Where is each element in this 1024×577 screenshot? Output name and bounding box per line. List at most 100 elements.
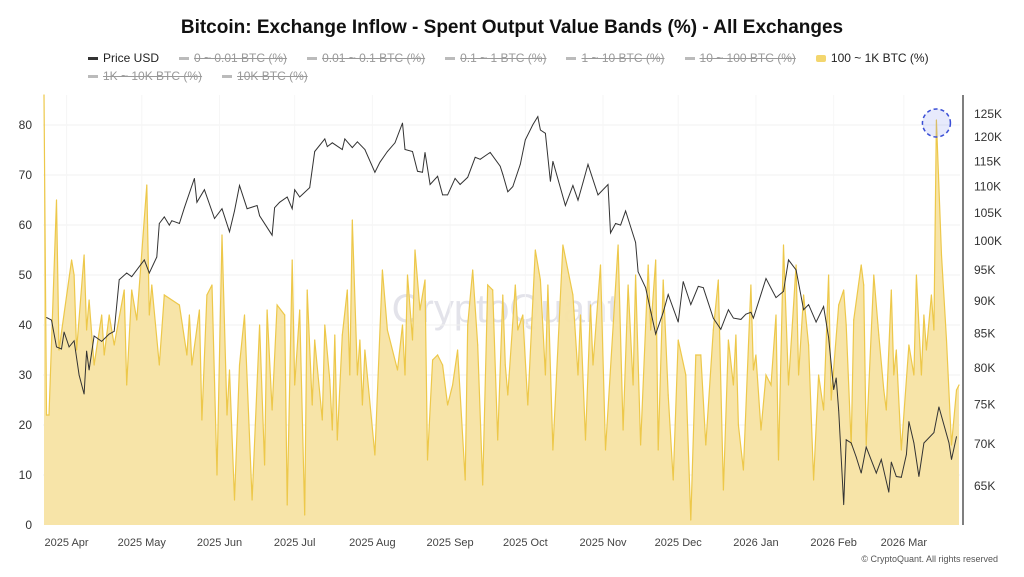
price-point	[702, 287, 704, 289]
price-point	[610, 232, 611, 234]
price-point	[865, 446, 867, 448]
data-point	[712, 329, 714, 331]
legend-item-10k-btc[interactable]: 10K BTC (%)	[222, 68, 308, 84]
price-point	[374, 171, 376, 173]
data-point	[752, 369, 755, 371]
data-point	[131, 289, 133, 291]
x-tick-label: 2025 Dec	[655, 537, 703, 549]
price-point	[845, 439, 847, 441]
price-point	[923, 442, 925, 444]
price-point	[479, 158, 481, 160]
data-point	[507, 394, 509, 396]
data-point	[83, 254, 85, 256]
price-point	[422, 171, 423, 173]
data-point	[356, 374, 358, 376]
price-point	[635, 242, 637, 243]
legend-item-10-100-btc[interactable]: 10 ~ 100 BTC (%)	[684, 50, 796, 66]
price-point	[577, 199, 579, 201]
data-point	[472, 269, 474, 271]
data-point	[436, 354, 439, 356]
data-point	[755, 354, 757, 356]
price-point	[447, 194, 449, 196]
legend-item-0.01-0.1-btc[interactable]: 0.01 ~ 0.1 BTC (%)	[307, 50, 425, 66]
data-point	[690, 519, 692, 521]
data-point	[547, 284, 549, 286]
legend-item-1-10-btc[interactable]: 1 ~ 10 BTC (%)	[566, 50, 665, 66]
price-point	[507, 191, 509, 193]
x-tick-label: 2026 Feb	[810, 537, 856, 549]
price-point	[745, 313, 747, 315]
price-point	[565, 205, 566, 206]
data-point	[818, 374, 820, 376]
price-point	[93, 335, 95, 337]
data-point	[657, 449, 659, 451]
y-left-tick-label: 0	[25, 518, 32, 532]
y-right-tick-label: 80K	[974, 361, 995, 375]
data-point	[935, 119, 938, 121]
data-point	[950, 444, 953, 446]
data-point	[777, 459, 780, 461]
price-point	[552, 160, 554, 162]
data-point	[211, 284, 213, 286]
data-point	[958, 384, 960, 386]
y-right-tick-label: 100K	[974, 234, 1002, 248]
data-point	[186, 354, 188, 356]
price-point	[246, 208, 248, 210]
price-point	[913, 442, 915, 444]
data-point	[329, 379, 331, 381]
price-point	[607, 184, 609, 185]
data-point	[43, 94, 45, 96]
x-tick-label: 2025 Jun	[197, 537, 242, 549]
price-point	[239, 185, 240, 186]
price-point	[183, 207, 185, 209]
legend-item-0.1-1-btc[interactable]: 0.1 ~ 1 BTC (%)	[445, 50, 546, 66]
data-point	[374, 454, 376, 456]
legend-item-price-usd[interactable]: Price USD	[88, 50, 159, 66]
data-point	[622, 429, 624, 431]
legend-item-100-1k-btc[interactable]: 100 ~ 1K BTC (%)	[815, 50, 929, 66]
data-point	[151, 284, 153, 286]
data-point	[406, 274, 409, 276]
data-point	[70, 259, 73, 261]
data-point	[146, 184, 148, 186]
price-point	[68, 346, 70, 348]
price-point	[178, 223, 180, 224]
price-point	[532, 124, 534, 126]
data-point	[351, 219, 353, 221]
price-point	[204, 189, 205, 191]
price-point	[88, 369, 90, 371]
data-point	[464, 479, 466, 481]
price-point	[379, 161, 381, 163]
price-point	[309, 187, 311, 189]
data-point	[126, 384, 128, 386]
price-point	[286, 196, 288, 198]
price-point	[394, 142, 396, 144]
price-point	[234, 210, 235, 212]
legend-label: 1K ~ 10K BTC (%)	[103, 69, 203, 83]
data-point	[386, 329, 389, 331]
data-point	[136, 319, 138, 321]
legend-item-0-0.01-btc[interactable]: 0 ~ 0.01 BTC (%)	[179, 50, 287, 66]
price-point	[720, 328, 722, 330]
price-point	[803, 309, 804, 311]
price-point	[279, 201, 281, 203]
price-point	[437, 175, 438, 177]
legend-label: 100 ~ 1K BTC (%)	[830, 51, 929, 65]
price-point	[113, 330, 115, 332]
y-left-tick-label: 30	[19, 368, 33, 382]
price-point	[843, 504, 845, 506]
x-tick-label: 2025 Aug	[349, 537, 396, 549]
price-point	[808, 304, 809, 306]
price-point	[256, 205, 258, 206]
price-point	[732, 317, 734, 319]
y-left-tick-label: 80	[19, 118, 33, 132]
data-point	[284, 314, 286, 316]
legend-swatch	[566, 56, 577, 60]
data-point	[853, 319, 855, 321]
data-point	[148, 314, 150, 316]
price-point	[126, 272, 128, 274]
data-point	[336, 439, 338, 441]
data-point	[672, 479, 674, 481]
legend-item-1k-10k-btc[interactable]: 1K ~ 10K BTC (%)	[88, 68, 202, 84]
